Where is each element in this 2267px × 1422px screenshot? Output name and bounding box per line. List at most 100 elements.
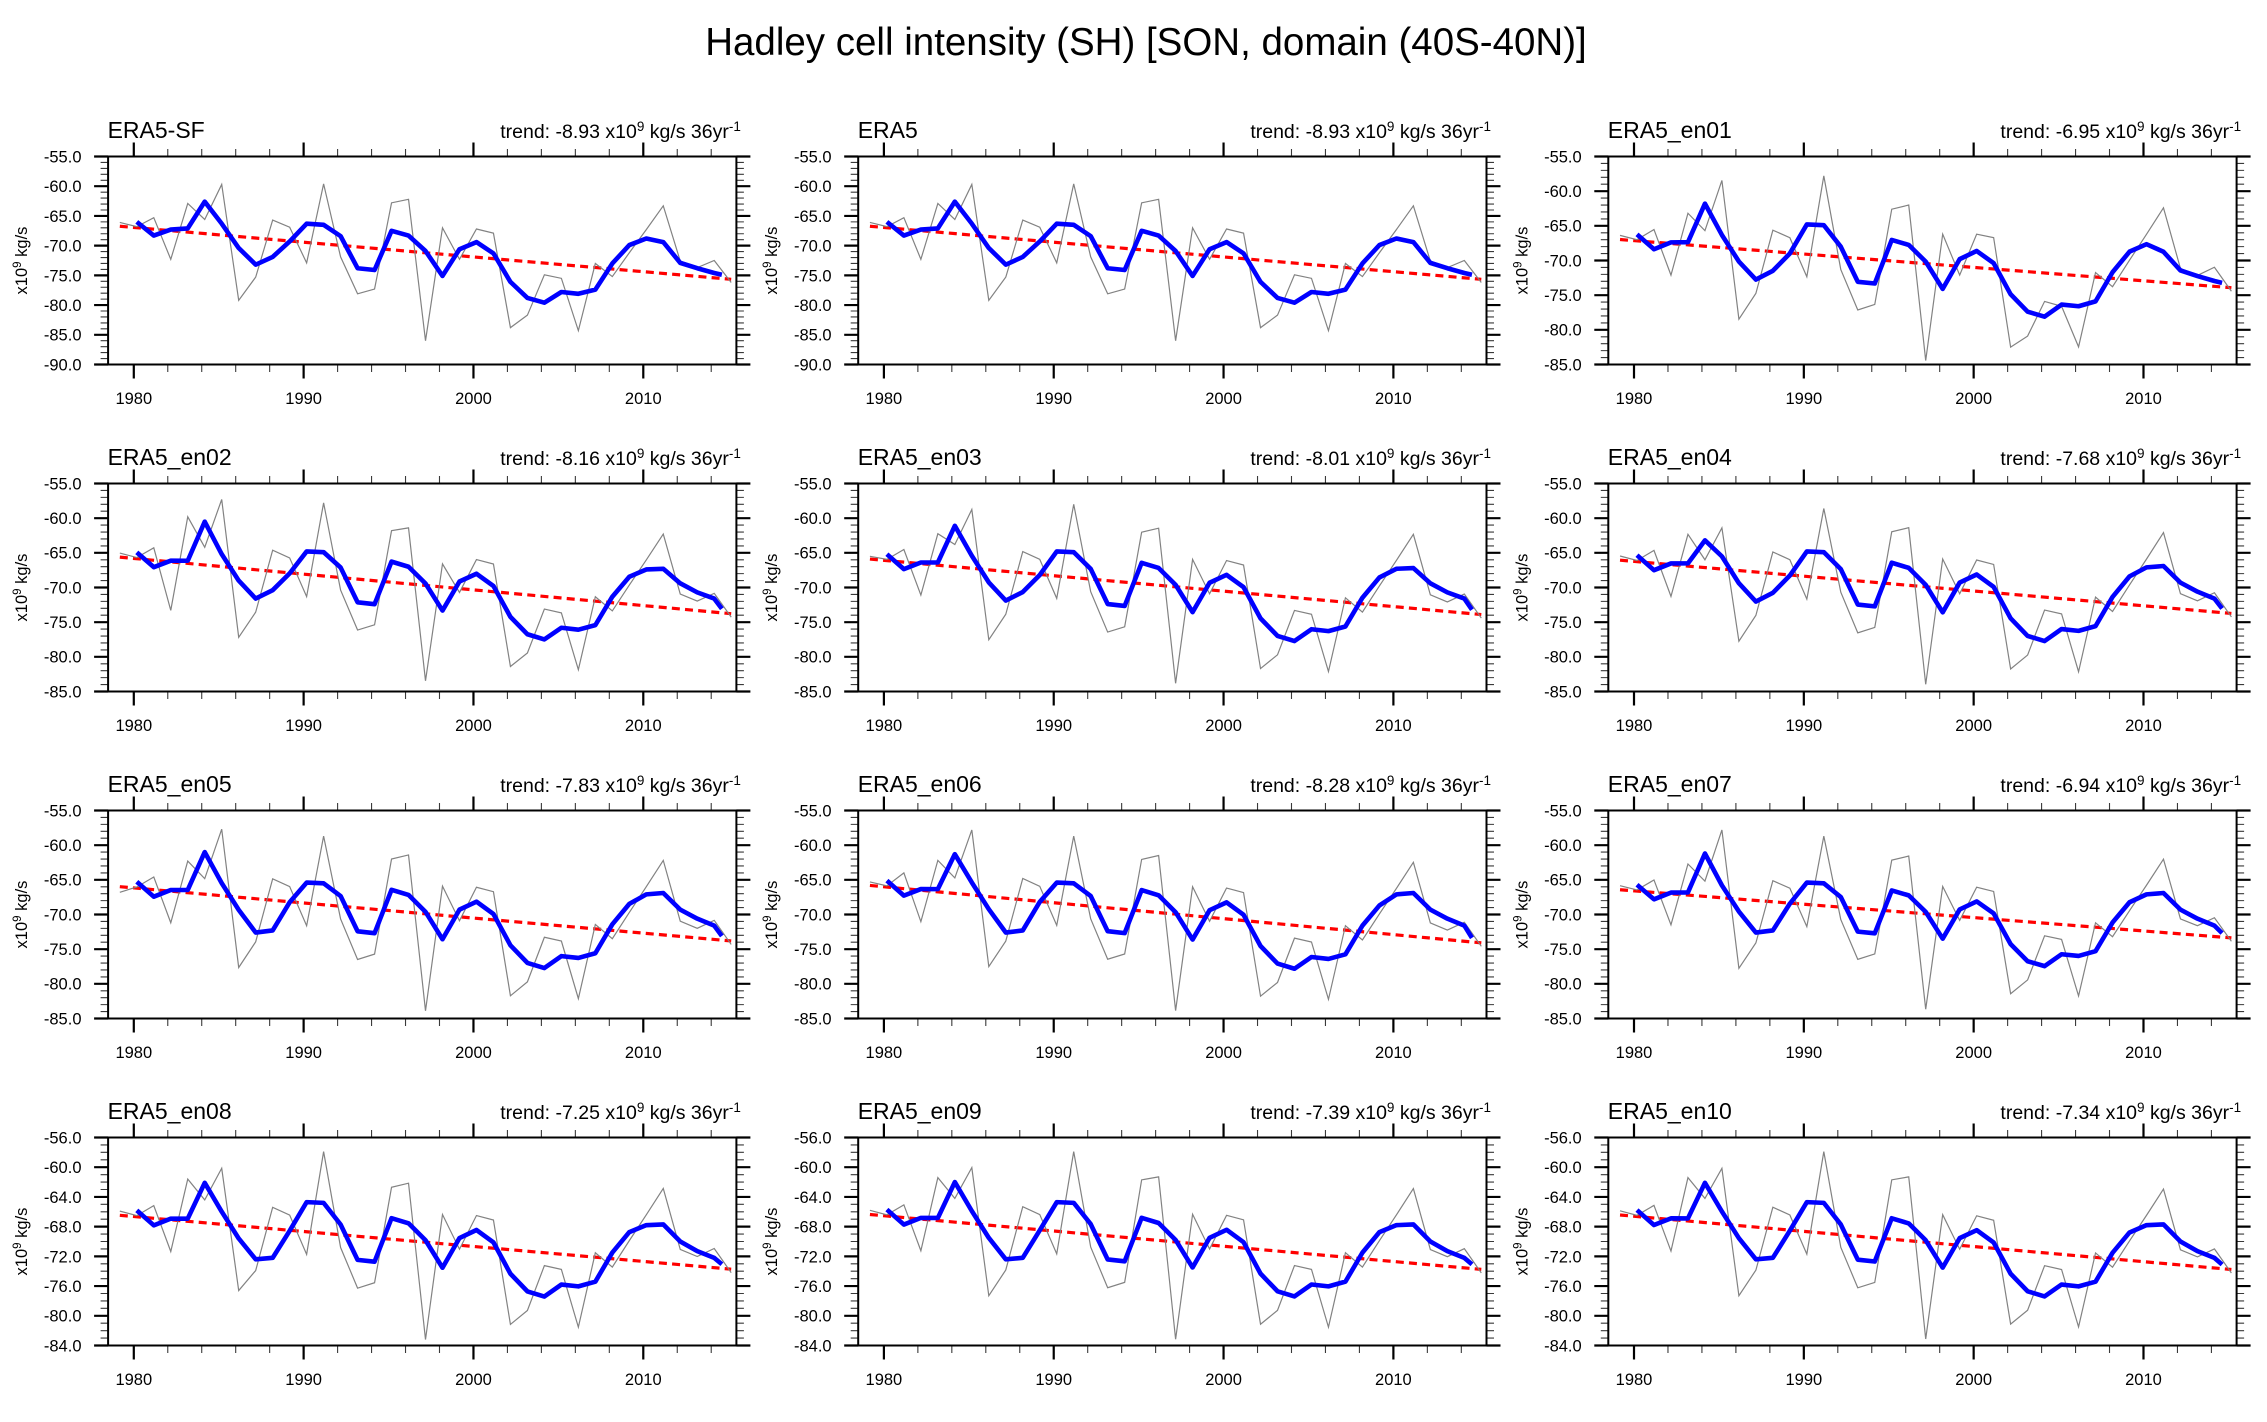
svg-text:-90.0: -90.0 (44, 356, 82, 374)
svg-text:-70.0: -70.0 (1544, 252, 1582, 270)
svg-text:-56.0: -56.0 (794, 1129, 832, 1147)
svg-text:2000: 2000 (1205, 717, 1242, 735)
svg-text:-55.0: -55.0 (1544, 802, 1582, 820)
svg-text:trend: -7.25 x109 kg/s 36yr-1: trend: -7.25 x109 kg/s 36yr-1 (500, 1100, 741, 1124)
svg-text:-60.0: -60.0 (1544, 183, 1582, 201)
svg-text:-65.0: -65.0 (794, 872, 832, 890)
svg-text:-65.0: -65.0 (1544, 218, 1582, 236)
svg-text:-85.0: -85.0 (44, 1010, 82, 1028)
svg-text:1980: 1980 (1616, 717, 1653, 735)
svg-text:trend: -8.16 x109 kg/s 36yr-1: trend: -8.16 x109 kg/s 36yr-1 (500, 446, 741, 470)
svg-text:-75.0: -75.0 (44, 614, 82, 632)
svg-text:-75.0: -75.0 (44, 267, 82, 285)
svg-text:-80.0: -80.0 (44, 649, 82, 667)
svg-text:x109 kg/s: x109 kg/s (762, 1208, 781, 1276)
svg-text:-60.0: -60.0 (794, 510, 832, 528)
svg-text:-55.0: -55.0 (1544, 148, 1582, 166)
svg-text:-85.0: -85.0 (794, 1010, 832, 1028)
svg-text:1990: 1990 (285, 717, 322, 735)
svg-text:1990: 1990 (1035, 717, 1072, 735)
svg-text:-65.0: -65.0 (1544, 545, 1582, 563)
svg-text:x109 kg/s: x109 kg/s (1512, 227, 1531, 295)
svg-text:trend: -6.95 x109 kg/s 36yr-1: trend: -6.95 x109 kg/s 36yr-1 (2000, 119, 2241, 143)
svg-text:x109 kg/s: x109 kg/s (1512, 1208, 1531, 1276)
svg-text:ERA5: ERA5 (858, 117, 918, 143)
svg-text:2000: 2000 (455, 390, 492, 408)
svg-text:-85.0: -85.0 (794, 683, 832, 701)
svg-text:-65.0: -65.0 (44, 208, 82, 226)
svg-text:-80.0: -80.0 (1544, 322, 1582, 340)
svg-text:-80.0: -80.0 (794, 297, 832, 315)
svg-text:-80.0: -80.0 (44, 976, 82, 994)
svg-text:-85.0: -85.0 (44, 327, 82, 345)
svg-text:-55.0: -55.0 (1544, 475, 1582, 493)
svg-text:x109 kg/s: x109 kg/s (1512, 881, 1531, 949)
svg-text:trend: -7.39 x109 kg/s 36yr-1: trend: -7.39 x109 kg/s 36yr-1 (1250, 1100, 1491, 1124)
svg-text:1990: 1990 (1035, 1044, 1072, 1062)
svg-text:2000: 2000 (455, 1044, 492, 1062)
svg-text:-75.0: -75.0 (794, 941, 832, 959)
svg-text:1980: 1980 (115, 717, 152, 735)
svg-text:trend: -8.93 x109 kg/s 36yr-1: trend: -8.93 x109 kg/s 36yr-1 (1250, 119, 1491, 143)
svg-text:trend: -8.28 x109 kg/s 36yr-1: trend: -8.28 x109 kg/s 36yr-1 (1250, 773, 1491, 797)
svg-text:-55.0: -55.0 (44, 802, 82, 820)
svg-text:x109 kg/s: x109 kg/s (12, 881, 31, 949)
svg-text:-70.0: -70.0 (1544, 906, 1582, 924)
svg-text:-75.0: -75.0 (1544, 941, 1582, 959)
svg-text:ERA5_en01: ERA5_en01 (1608, 117, 1732, 143)
svg-text:2000: 2000 (1955, 717, 1992, 735)
svg-text:2010: 2010 (625, 390, 662, 408)
svg-text:-68.0: -68.0 (44, 1219, 82, 1237)
svg-text:2010: 2010 (1375, 390, 1412, 408)
svg-text:1990: 1990 (1035, 1371, 1072, 1389)
svg-text:2000: 2000 (455, 1371, 492, 1389)
svg-text:-80.0: -80.0 (44, 297, 82, 315)
svg-text:-65.0: -65.0 (794, 208, 832, 226)
svg-text:-70.0: -70.0 (794, 579, 832, 597)
svg-text:-56.0: -56.0 (1544, 1129, 1582, 1147)
svg-text:2010: 2010 (625, 1371, 662, 1389)
svg-text:x109 kg/s: x109 kg/s (762, 881, 781, 949)
svg-text:2000: 2000 (1955, 1371, 1992, 1389)
svg-text:1980: 1980 (115, 1371, 152, 1389)
svg-text:1990: 1990 (1785, 717, 1822, 735)
svg-text:-84.0: -84.0 (1544, 1337, 1582, 1355)
svg-text:2000: 2000 (1955, 390, 1992, 408)
svg-text:-65.0: -65.0 (44, 545, 82, 563)
svg-text:1990: 1990 (285, 390, 322, 408)
svg-text:ERA5_en07: ERA5_en07 (1608, 771, 1732, 797)
svg-text:-80.0: -80.0 (1544, 649, 1582, 667)
svg-text:1980: 1980 (115, 390, 152, 408)
svg-text:-80.0: -80.0 (1544, 976, 1582, 994)
svg-text:2000: 2000 (1205, 1044, 1242, 1062)
svg-text:-68.0: -68.0 (1544, 1219, 1582, 1237)
svg-text:-70.0: -70.0 (794, 906, 832, 924)
svg-text:-55.0: -55.0 (794, 148, 832, 166)
svg-text:-55.0: -55.0 (794, 802, 832, 820)
svg-text:trend: -7.83 x109 kg/s 36yr-1: trend: -7.83 x109 kg/s 36yr-1 (500, 773, 741, 797)
svg-text:-64.0: -64.0 (794, 1189, 832, 1207)
svg-text:x109 kg/s: x109 kg/s (1512, 554, 1531, 622)
svg-text:-85.0: -85.0 (1544, 1010, 1582, 1028)
svg-text:-56.0: -56.0 (44, 1129, 82, 1147)
svg-text:ERA5_en09: ERA5_en09 (858, 1098, 982, 1124)
svg-text:x109 kg/s: x109 kg/s (762, 227, 781, 295)
svg-text:1990: 1990 (1785, 1044, 1822, 1062)
svg-text:ERA5_en08: ERA5_en08 (108, 1098, 232, 1124)
svg-text:-75.0: -75.0 (1544, 614, 1582, 632)
svg-text:-80.0: -80.0 (794, 976, 832, 994)
svg-text:-60.0: -60.0 (1544, 1159, 1582, 1177)
svg-text:1990: 1990 (285, 1044, 322, 1062)
svg-text:-64.0: -64.0 (44, 1189, 82, 1207)
svg-text:1990: 1990 (285, 1371, 322, 1389)
svg-text:1980: 1980 (866, 717, 903, 735)
svg-text:2010: 2010 (2125, 1371, 2162, 1389)
svg-text:trend: -6.94 x109 kg/s 36yr-1: trend: -6.94 x109 kg/s 36yr-1 (2000, 773, 2241, 797)
svg-text:trend: -7.68 x109 kg/s 36yr-1: trend: -7.68 x109 kg/s 36yr-1 (2000, 446, 2241, 470)
svg-text:ERA5-SF: ERA5-SF (108, 117, 205, 143)
svg-text:-65.0: -65.0 (44, 872, 82, 890)
svg-text:-72.0: -72.0 (44, 1248, 82, 1266)
svg-text:2010: 2010 (1375, 1371, 1412, 1389)
svg-text:-70.0: -70.0 (44, 238, 82, 256)
svg-text:-55.0: -55.0 (794, 475, 832, 493)
